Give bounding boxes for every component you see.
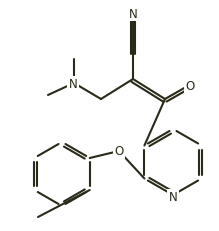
Text: N: N <box>129 7 137 20</box>
Text: N: N <box>169 191 177 204</box>
Text: N: N <box>69 78 77 91</box>
Text: O: O <box>185 80 195 93</box>
Text: O: O <box>114 145 124 158</box>
